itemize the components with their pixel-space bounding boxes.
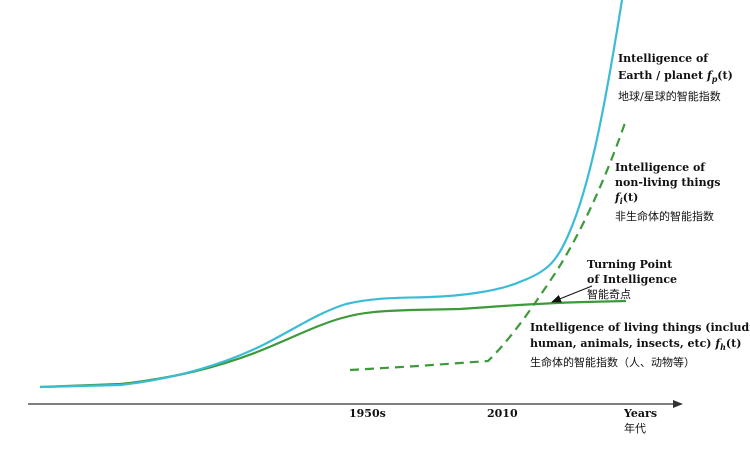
axis-title-years: Years 年代 bbox=[624, 407, 658, 435]
planet-intelligence-label: Intelligence of Earth / planet fp(t) 地球/… bbox=[618, 52, 733, 104]
turning-point-label: Turning Point of Intelligence 智能奇点 bbox=[587, 258, 678, 301]
tick-label-1950s: 1950s bbox=[349, 407, 386, 420]
nonliving-intelligence-label: Intelligence of non-living things fi(t) … bbox=[615, 161, 721, 224]
tick-label-2010: 2010 bbox=[487, 407, 518, 420]
turning-point-arrow bbox=[551, 285, 593, 303]
planet-intelligence-curve bbox=[39, 0, 624, 389]
nonliving-intelligence-curve bbox=[349, 119, 628, 372]
living-intelligence-label: Intelligence of living things (including… bbox=[530, 321, 750, 370]
